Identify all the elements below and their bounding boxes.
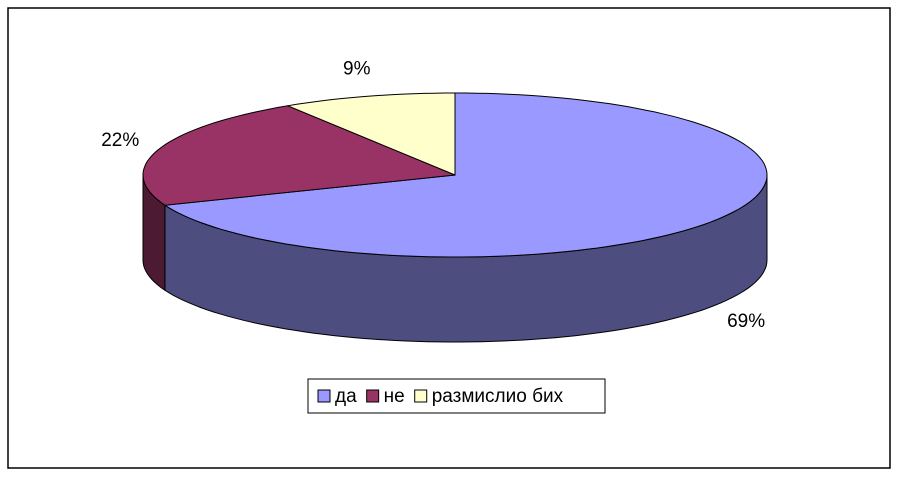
legend-swatch bbox=[414, 389, 428, 403]
data-label: 22% bbox=[101, 130, 139, 151]
legend-box bbox=[307, 378, 606, 414]
legend-label: не bbox=[384, 386, 405, 407]
pie-slice bbox=[142, 105, 456, 206]
legend-swatch bbox=[366, 389, 380, 403]
legend-label: размислио бих bbox=[432, 386, 564, 407]
legend-swatch bbox=[317, 389, 331, 403]
data-label: 9% bbox=[343, 58, 371, 79]
legend-label: да bbox=[335, 386, 357, 407]
data-label: 69% bbox=[727, 311, 765, 332]
pie-slice bbox=[163, 92, 768, 258]
pie-slice bbox=[286, 92, 456, 176]
